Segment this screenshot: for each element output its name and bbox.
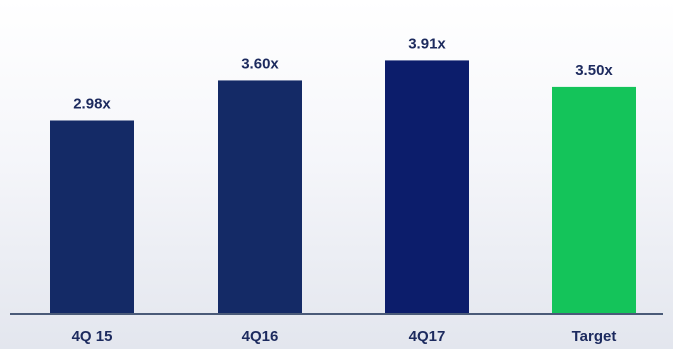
bar-4q15 — [50, 120, 134, 313]
x-tick-label-4q16: 4Q16 — [242, 328, 279, 345]
x-tick-labels-group: 4Q 15 4Q16 4Q17 Target — [72, 328, 617, 345]
x-tick-label-target: Target — [572, 328, 617, 345]
data-label-4q16: 3.60x — [241, 55, 279, 72]
data-label-target: 3.50x — [575, 62, 613, 79]
bars-group — [50, 60, 636, 314]
data-label-4q15: 2.98x — [73, 95, 111, 112]
x-tick-label-4q17: 4Q17 — [409, 328, 446, 345]
bar-4q16 — [218, 80, 302, 313]
bar-4q17 — [385, 60, 469, 313]
x-tick-label-4q15: 4Q 15 — [72, 328, 113, 345]
data-labels-group: 2.98x 3.60x 3.91x 3.50x — [73, 35, 613, 112]
bar-target — [552, 86, 636, 314]
data-label-4q17: 3.91x — [408, 35, 446, 52]
